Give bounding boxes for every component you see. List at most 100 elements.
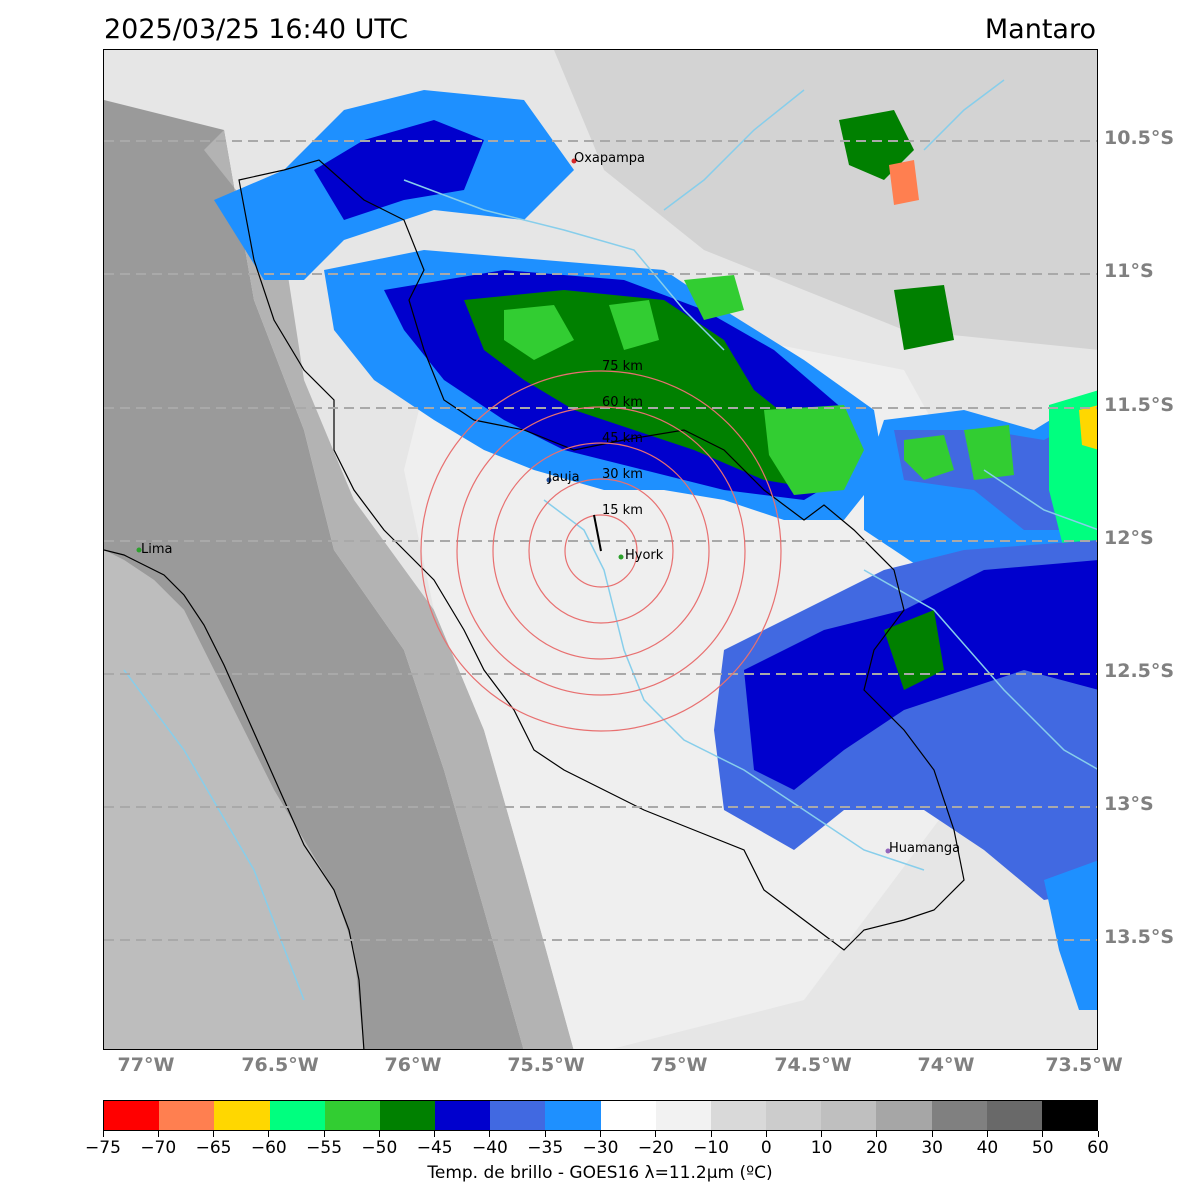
highlands — [404, 330, 1004, 1049]
colorbar-tick-mark — [268, 1131, 270, 1137]
city-marker-oxapampa[interactable] — [571, 158, 577, 164]
cloud-bright-east-2 — [964, 425, 1014, 480]
western-slopes — [104, 100, 524, 1049]
cloud-warm-ne — [889, 160, 919, 205]
colorbar-tick-label: 30 — [921, 1138, 943, 1158]
colorbar-segment — [269, 1101, 325, 1130]
city-marker-jauja[interactable] — [546, 477, 552, 483]
colorbar-tick-mark — [544, 1131, 546, 1137]
range-ring-30km — [528, 478, 674, 624]
colorbar-tick-label: 20 — [866, 1138, 888, 1158]
colorbar-segment — [1041, 1101, 1098, 1130]
colorbar-segment — [821, 1101, 877, 1130]
colorbar-segment — [379, 1101, 436, 1130]
colorbar-segment — [490, 1101, 546, 1130]
map-timestamp-title: 2025/03/25 16:40 UTC — [104, 14, 409, 45]
colorbar-tick-label: −50 — [361, 1138, 398, 1158]
lat-label-12s: 12°S — [1104, 527, 1154, 549]
lat-label-13-5s: 13.5°S — [1104, 926, 1175, 948]
latitude-gridlines — [104, 140, 1097, 941]
colorbar-tick-label: 0 — [760, 1138, 772, 1158]
colorbar-tick-label: −70 — [140, 1138, 177, 1158]
cloud-green-ne — [839, 110, 914, 180]
lon-label-75-5w: 75.5°W — [507, 1054, 585, 1076]
city-label-jauja: Jauja — [547, 470, 580, 485]
colorbar-tick-label: 60 — [1087, 1138, 1109, 1158]
range-label-15km: 15 km — [602, 503, 643, 518]
colorbar-segment — [214, 1101, 270, 1130]
lat-label-10-5s: 10.5°S — [1104, 127, 1175, 149]
cloud-bright-1 — [504, 305, 574, 360]
lon-label-76w: 76°W — [384, 1054, 442, 1076]
colorbar-tick-mark — [323, 1131, 325, 1137]
cloud-bright-4 — [764, 405, 864, 495]
cloud-blue-se-corner — [1044, 860, 1097, 1010]
city-marker-hyork[interactable] — [618, 554, 624, 560]
colorbar-segment — [766, 1101, 822, 1130]
colorbar-segment — [159, 1101, 215, 1130]
colorbar-tick-label: −35 — [527, 1138, 564, 1158]
lon-label-74w: 74°W — [917, 1054, 975, 1076]
city-marker-lima[interactable] — [136, 547, 142, 553]
colorbar-segment — [655, 1101, 711, 1130]
colorbar-tick-mark — [655, 1131, 657, 1137]
cloud-coldest-east — [1079, 405, 1097, 450]
lon-label-75w: 75°W — [650, 1054, 708, 1076]
colorbar-tick-label: −45 — [416, 1138, 453, 1158]
range-label-30km: 30 km — [602, 467, 643, 482]
colorbar-tick-mark — [931, 1131, 933, 1137]
colorbar-tick-label: −55 — [306, 1138, 343, 1158]
colorbar-tick-mark — [157, 1131, 159, 1137]
lat-label-12-5s: 12.5°S — [1104, 660, 1175, 682]
colorbar-segment — [710, 1101, 767, 1130]
city-label-huamanga: Huamanga — [889, 841, 960, 856]
satellite-map[interactable]: 15 km 30 km 45 km 60 km 75 km Oxapampa J… — [103, 49, 1098, 1050]
colorbar-tick-mark — [876, 1131, 878, 1137]
city-marker-huamanga[interactable] — [885, 848, 891, 854]
colorbar-segment — [545, 1101, 601, 1130]
colorbar-tick-label: 10 — [810, 1138, 833, 1158]
colorbar-tick-label: −40 — [471, 1138, 508, 1158]
colorbar-tick-mark — [710, 1131, 712, 1137]
range-ring-15km — [564, 514, 638, 588]
map-canvas: 15 km 30 km 45 km 60 km 75 km Oxapampa J… — [104, 50, 1097, 1049]
range-ring-75km — [420, 370, 782, 732]
lon-label-73-5w: 73.5°W — [1045, 1054, 1123, 1076]
colorbar-tick-mark — [378, 1131, 380, 1137]
city-label-lima: Lima — [141, 542, 172, 557]
colorbar-segment — [600, 1101, 656, 1130]
colorbar-tick-mark — [765, 1131, 767, 1137]
colorbar-label: Temp. de brillo - GOES16 λ=11.2μm (ºC) — [427, 1163, 773, 1183]
colorbar-tick-mark — [600, 1131, 601, 1137]
range-label-45km: 45 km — [602, 431, 643, 446]
lat-label-11s: 11°S — [1104, 260, 1154, 282]
range-ring-45km — [492, 442, 710, 660]
colorbar-tick-mark — [1042, 1131, 1044, 1137]
colorbar-segment — [931, 1101, 987, 1130]
colorbar-tick-label: −10 — [693, 1138, 729, 1158]
mid-slopes — [204, 130, 574, 1049]
colorbar-segment — [324, 1101, 380, 1130]
colorbar-tick-mark — [213, 1131, 215, 1137]
cloud-bright-east-1 — [904, 435, 954, 480]
colorbar-tick-label: −65 — [195, 1138, 232, 1158]
colorbar-tick-label: −20 — [637, 1138, 674, 1158]
cloud-bright-2 — [609, 300, 659, 350]
mantaro-basin-outline — [238, 159, 965, 951]
colorbar-tick-mark — [102, 1131, 104, 1137]
region-title: Mantaro — [984, 14, 1096, 45]
cloud-green-ne-2 — [894, 285, 954, 350]
colorbar-segment — [986, 1101, 1042, 1130]
range-label-75km: 75 km — [602, 359, 643, 374]
colorbar-tick-mark — [986, 1131, 988, 1137]
cloud-bright-3 — [684, 275, 744, 320]
lat-label-11-5s: 11.5°S — [1104, 394, 1175, 416]
colorbar-tick-label: −60 — [250, 1138, 287, 1158]
radar-beam-line — [593, 514, 602, 552]
colorbar-tick-mark — [489, 1131, 491, 1137]
colorbar-tick-label: −30 — [582, 1138, 619, 1158]
colorbar-tick-label: −75 — [85, 1138, 121, 1158]
coastline — [104, 549, 365, 1049]
range-rings — [420, 370, 782, 732]
colorbar-tick-mark — [1097, 1131, 1099, 1137]
